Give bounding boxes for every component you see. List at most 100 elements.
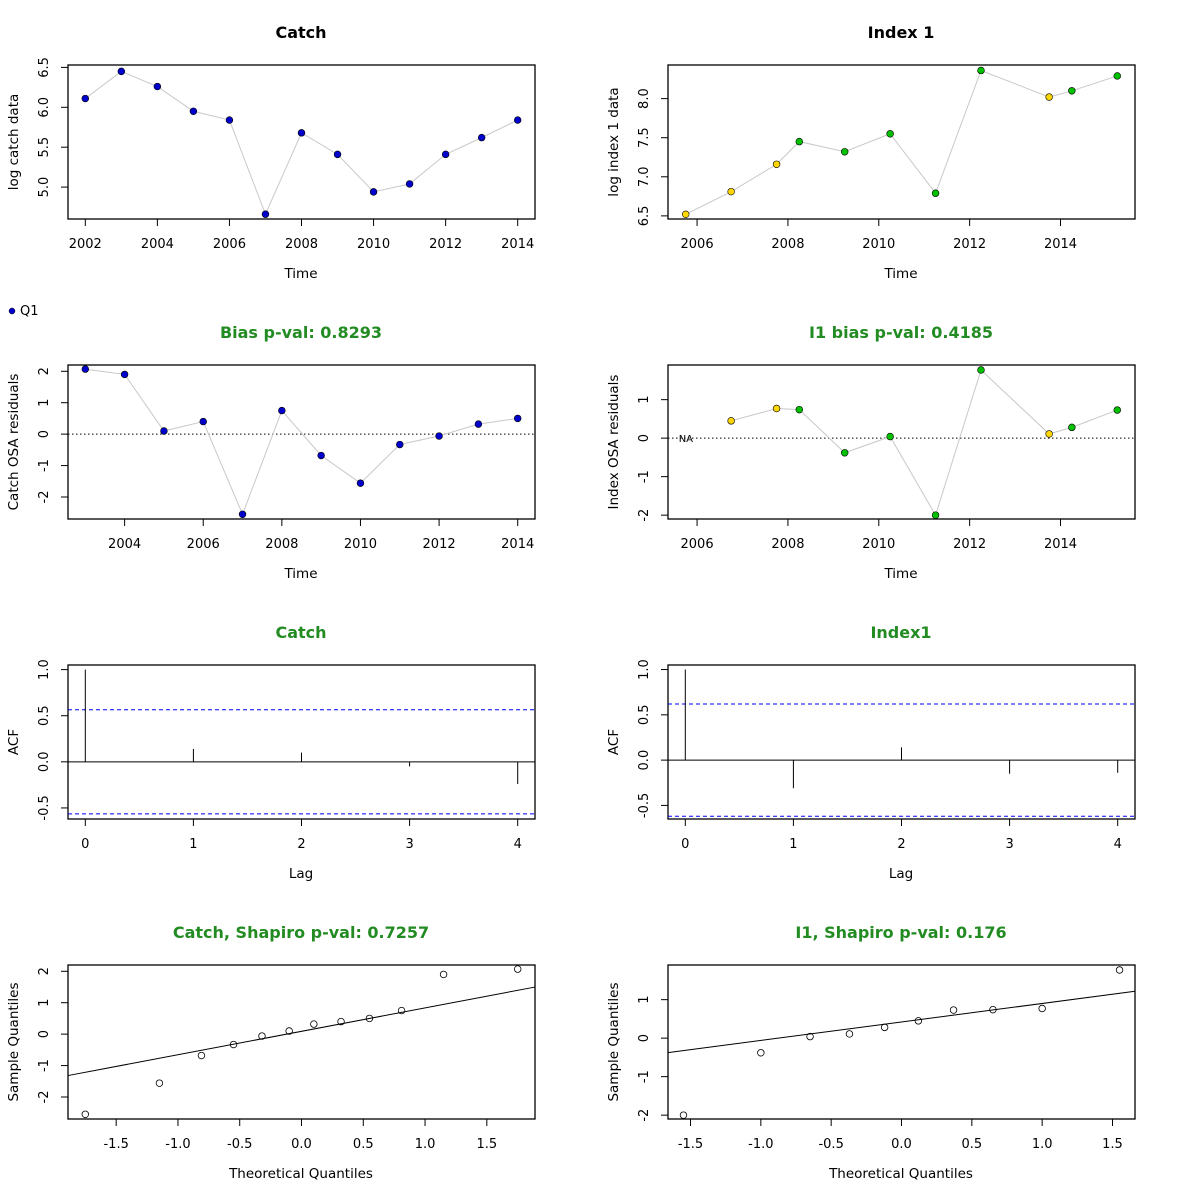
qq-point: [81, 1110, 89, 1118]
x-tick-label: 2004: [141, 237, 174, 252]
x-tick-label: 0.5: [961, 1137, 982, 1152]
qq-reference-line: [67, 986, 536, 1077]
panel-catch-acf: 0 1 2 3 4 -0.5 0.0 0.5 1.0: [37, 659, 536, 852]
qq-point: [914, 1017, 923, 1025]
data-point: [356, 479, 365, 487]
x-tick-label: 0.5: [353, 1137, 374, 1152]
y-tick-label: 0.5: [637, 704, 652, 725]
data-point: [795, 405, 803, 414]
y-tick-label: 1.0: [637, 659, 652, 680]
ylabel-index1-osa: Index OSA residuals: [606, 375, 622, 510]
xlabel-index1-acf: Lag: [889, 866, 913, 882]
x-tick-label: 2010: [344, 537, 377, 552]
data-point: [886, 130, 894, 138]
y-tick-label: 7.5: [637, 127, 652, 148]
ylabel-catch-acf: ACF: [6, 729, 22, 755]
x-tick-label: -1.5: [103, 1137, 128, 1152]
series-connector-line: [731, 369, 1118, 517]
y-tick-label: -0.5: [637, 793, 652, 818]
y-tick-label: 0: [637, 434, 652, 442]
x-tick-label: 1.0: [1032, 1137, 1053, 1152]
x-tick-label: 4: [1114, 837, 1122, 852]
data-point: [369, 188, 378, 196]
data-point: [1045, 430, 1053, 438]
ylabel-catch-log: log catch data: [6, 94, 22, 191]
data-point: [435, 432, 443, 440]
qq-point: [514, 965, 522, 973]
data-point: [238, 510, 247, 518]
na-annotation: NA: [679, 434, 693, 445]
x-tick-label: 2002: [69, 237, 102, 252]
data-point: [81, 365, 89, 373]
panel-catch-qq: -1.5 -1.0 -0.5 0.0 0.5 1.0 1.5 -2 -1 0 1 2: [37, 964, 536, 1152]
data-point: [396, 440, 404, 449]
x-tick-label: 2012: [429, 237, 462, 252]
x-tick-label: 1.5: [1102, 1137, 1123, 1152]
data-point: [886, 432, 894, 441]
data-point: [1113, 72, 1121, 80]
data-point: [189, 107, 198, 115]
x-tick-label: 2012: [953, 237, 986, 252]
qq-point: [365, 1014, 374, 1023]
y-tick-label: 1: [37, 999, 52, 1007]
qq-reference-line: [667, 990, 1136, 1054]
panel-catch-log: 2002 2004 2006 2008 2010 2012 2014 5.0 5.5 6.0 6.5: [37, 57, 536, 252]
qq-point: [757, 1049, 765, 1057]
x-tick-label: -0.5: [227, 1137, 252, 1152]
y-tick-label: 1: [37, 399, 52, 407]
qq-point: [806, 1032, 814, 1041]
xlabel-catch-qq: Theoretical Quantiles: [228, 1166, 373, 1182]
qq-point: [197, 1051, 206, 1060]
plot-frame: [667, 64, 1136, 220]
data-point: [441, 150, 450, 159]
y-tick-label: 1: [637, 996, 652, 1004]
x-tick-label: 2008: [285, 237, 318, 252]
x-tick-label: 2008: [771, 237, 804, 252]
data-point: [477, 133, 486, 142]
x-tick-label: 2: [897, 837, 905, 852]
panel-title-catch-osa: Bias p-val: 0.8293: [220, 323, 382, 342]
data-point: [474, 420, 483, 428]
x-tick-label: 2010: [862, 537, 895, 552]
x-tick-label: 1.0: [415, 1137, 436, 1152]
xlabel-catch-log: Time: [283, 266, 317, 282]
panel-title-index1-qq: I1, Shapiro p-val: 0.176: [795, 923, 1006, 942]
x-tick-label: 2014: [501, 237, 534, 252]
x-tick-label: 0: [81, 837, 89, 852]
qq-point: [258, 1032, 266, 1040]
data-point: [199, 417, 207, 426]
data-point: [278, 406, 286, 415]
x-tick-label: 2008: [771, 537, 804, 552]
x-tick-label: -1.0: [165, 1137, 190, 1152]
x-tick-label: 0.0: [291, 1137, 312, 1152]
qq-point: [1115, 966, 1124, 974]
x-tick-label: 2006: [681, 237, 714, 252]
data-point: [977, 366, 985, 374]
qq-point: [155, 1079, 164, 1087]
series-connector-line: [85, 368, 518, 516]
y-tick-label: 2: [37, 967, 52, 975]
qq-point: [337, 1017, 345, 1026]
xlabel-index1-qq: Theoretical Quantiles: [828, 1166, 973, 1182]
qq-point: [1038, 1004, 1046, 1013]
data-point: [333, 150, 342, 159]
x-tick-label: 4: [514, 837, 522, 852]
x-tick-label: -1.5: [678, 1137, 703, 1152]
data-point: [120, 370, 129, 379]
y-tick-label: 7.0: [637, 166, 652, 187]
y-tick-label: -2: [637, 1109, 652, 1122]
y-tick-label: 1: [637, 396, 652, 404]
y-tick-label: -1: [37, 459, 52, 472]
panel-title-catch-log: Catch: [275, 23, 326, 42]
y-tick-label: -1: [637, 470, 652, 483]
panel-index1-osa: 2006 2008 2010 2012 2014 -2 -1 0 1 NA: [637, 364, 1136, 552]
xlabel-index1-osa: Time: [883, 566, 917, 582]
x-tick-label: 0.0: [891, 1137, 912, 1152]
x-tick-label: -1.0: [748, 1137, 773, 1152]
x-tick-label: 3: [1005, 837, 1013, 852]
data-point: [261, 210, 270, 218]
y-tick-label: 2: [37, 367, 52, 375]
data-point: [772, 404, 781, 413]
data-point: [841, 148, 849, 156]
